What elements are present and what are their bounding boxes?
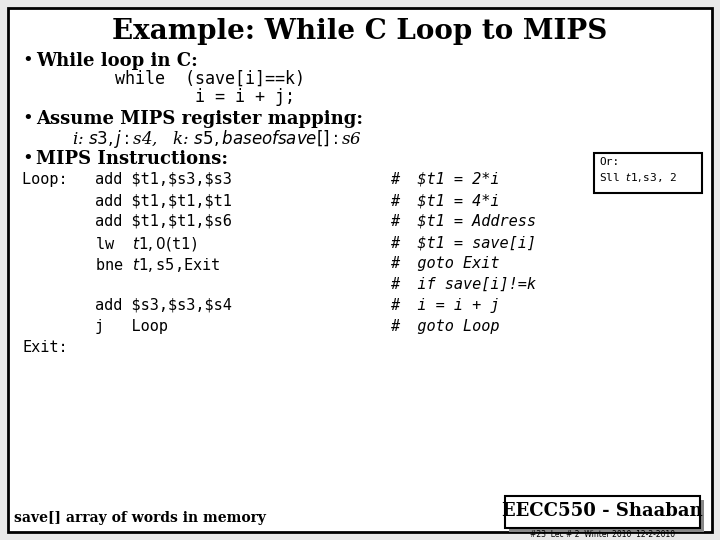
Text: #  $t1 = 4*i: # $t1 = 4*i <box>390 193 500 208</box>
Text: #23  Lec # 2  Winter 2010  12-2-2010: #23 Lec # 2 Winter 2010 12-2-2010 <box>530 530 675 539</box>
Bar <box>594 153 702 193</box>
Text: while  (save[i]==k): while (save[i]==k) <box>115 70 305 88</box>
Text: j   Loop: j Loop <box>22 319 168 334</box>
Text: Or:
Sll $t1, $s3, 2: Or: Sll $t1, $s3, 2 <box>599 157 678 184</box>
Text: Example: While C Loop to MIPS: Example: While C Loop to MIPS <box>112 18 608 45</box>
Text: lw  $t1,0($t1): lw $t1,0($t1) <box>22 235 198 253</box>
Text: #  goto Exit: # goto Exit <box>390 256 500 271</box>
Text: #  goto Loop: # goto Loop <box>390 319 500 334</box>
Text: add $t1,$t1,$s6: add $t1,$t1,$s6 <box>22 214 232 229</box>
Text: Exit:: Exit: <box>22 340 68 355</box>
Text: #  i = i + j: # i = i + j <box>390 298 500 313</box>
Text: •: • <box>22 52 32 70</box>
Text: MIPS Instructions:: MIPS Instructions: <box>36 150 228 168</box>
Bar <box>505 496 700 528</box>
Text: i: $s3,   j: $s4,   k: $s5,   base of save[ ]: $s6: i: $s3, j: $s4, k: $s5, base of save[ ]:… <box>72 128 362 150</box>
Text: EECC550 - Shaaban: EECC550 - Shaaban <box>502 502 703 520</box>
Text: add $t1,$t1,$t1: add $t1,$t1,$t1 <box>22 193 232 208</box>
Text: i = i + j;: i = i + j; <box>195 88 295 106</box>
Text: #  $t1 = save[i]: # $t1 = save[i] <box>390 235 536 250</box>
Bar <box>509 500 704 532</box>
Text: While loop in C:: While loop in C: <box>36 52 198 70</box>
Text: #  $t1 = Address: # $t1 = Address <box>390 214 536 229</box>
Text: bne $t1,$s5,Exit: bne $t1,$s5,Exit <box>22 256 220 274</box>
Text: save[] array of words in memory: save[] array of words in memory <box>14 511 266 525</box>
Text: Assume MIPS register mapping:: Assume MIPS register mapping: <box>36 110 363 128</box>
Text: #  if save[i]!=k: # if save[i]!=k <box>390 277 536 292</box>
Text: Loop:   add $t1,$s3,$s3: Loop: add $t1,$s3,$s3 <box>22 172 232 187</box>
Text: add $s3,$s3,$s4: add $s3,$s3,$s4 <box>22 298 232 313</box>
Text: #  $t1 = 2*i: # $t1 = 2*i <box>390 172 500 187</box>
Text: •: • <box>22 110 32 128</box>
Text: •: • <box>22 150 32 168</box>
